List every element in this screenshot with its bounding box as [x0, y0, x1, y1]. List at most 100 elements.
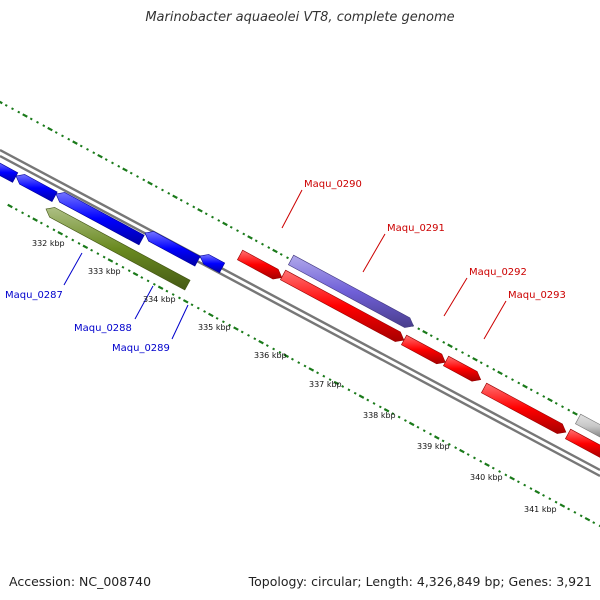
gene-feature-reverse	[0, 162, 19, 183]
scale-label: 332 kbp	[32, 239, 65, 248]
forward-tick-mark	[279, 252, 283, 256]
reverse-tick-mark	[504, 473, 508, 477]
forward-tick-mark	[479, 361, 483, 365]
forward-tick-mark	[29, 117, 33, 121]
reverse-tick-mark	[592, 521, 596, 524]
backbone-line	[0, 154, 600, 478]
reverse-tick-mark	[529, 487, 533, 490]
reverse-tick-mark	[403, 419, 407, 422]
reverse-tick-mark	[523, 483, 527, 487]
reverse-tick-mark	[341, 385, 345, 388]
reverse-tick-mark	[32, 217, 38, 222]
reverse-tick-mark	[559, 503, 566, 508]
leader-line-maqu-0289	[171, 304, 189, 340]
forward-tick-mark	[161, 188, 164, 192]
reverse-tick-mark	[534, 489, 541, 495]
forward-tick-mark	[529, 388, 533, 392]
reverse-tick-mark	[265, 344, 269, 347]
leader-line-maqu-0290	[281, 189, 303, 229]
forward-tick-mark	[172, 194, 178, 199]
gene-label-maqu-0292: Maqu_0292	[469, 267, 527, 278]
forward-tick-mark	[47, 126, 53, 132]
reverse-tick-mark	[347, 388, 351, 392]
gene-feature-purple	[287, 254, 414, 328]
forward-tick-mark	[442, 340, 446, 344]
gene-label-maqu-0289: Maqu_0289	[112, 343, 170, 354]
forward-tick-mark	[567, 408, 571, 412]
reverse-tick-mark	[228, 323, 232, 327]
reverse-tick-mark	[90, 248, 94, 252]
forward-tick-mark	[554, 401, 558, 405]
leader-line-maqu-0287	[63, 252, 83, 286]
reverse-tick-mark	[433, 435, 440, 440]
backbone-line	[0, 148, 600, 472]
reverse-tick-mark	[196, 306, 200, 310]
forward-tick-mark	[461, 351, 464, 354]
forward-tick-mark	[204, 212, 208, 216]
forward-tick-mark	[147, 181, 153, 186]
forward-tick-mark	[486, 364, 489, 368]
forward-tick-mark	[67, 137, 71, 141]
scale-label: 333 kbp	[88, 267, 121, 276]
scale-label: 338 kbp	[363, 411, 396, 420]
forward-tick-mark	[436, 337, 439, 341]
forward-tick-mark	[167, 192, 171, 195]
forward-tick-mark	[254, 239, 258, 243]
gene-label-maqu-0287: Maqu_0287	[5, 290, 63, 301]
reverse-tick-mark	[253, 337, 257, 341]
forward-tick-mark	[122, 167, 128, 172]
forward-tick-mark	[572, 411, 578, 416]
reverse-tick-mark	[291, 357, 294, 361]
leader-line-maqu-0293	[483, 300, 507, 340]
reverse-tick-mark	[516, 480, 520, 484]
reverse-tick-mark	[459, 448, 465, 454]
gene-label-maqu-0293: Maqu_0293	[508, 290, 566, 301]
reverse-tick-mark	[303, 364, 307, 368]
reverse-tick-mark	[240, 330, 244, 334]
forward-tick-mark	[504, 374, 508, 378]
forward-tick-mark	[97, 153, 103, 159]
forward-tick-mark	[417, 327, 421, 331]
reverse-tick-mark	[57, 231, 64, 236]
scale-label: 339 kbp	[417, 442, 450, 451]
forward-tick-mark	[197, 208, 203, 213]
forward-tick-mark	[267, 246, 271, 249]
forward-tick-mark	[17, 110, 21, 114]
forward-tick-mark	[4, 103, 8, 107]
reverse-tick-mark	[146, 279, 150, 283]
forward-tick-mark	[522, 384, 528, 389]
reverse-tick-mark	[258, 339, 264, 345]
forward-tick-mark	[261, 242, 264, 246]
forward-tick-mark	[561, 405, 564, 409]
reverse-tick-mark	[554, 500, 558, 504]
forward-tick-mark	[236, 229, 239, 233]
reverse-tick-mark	[152, 282, 156, 286]
reverse-tick-mark	[127, 269, 131, 273]
forward-tick-mark	[86, 147, 89, 151]
reverse-tick-mark	[308, 367, 315, 372]
gene-feature-maqu-0287	[15, 174, 58, 203]
reverse-tick-mark	[333, 380, 340, 386]
reverse-tick-mark	[272, 347, 276, 351]
forward-tick-mark	[447, 343, 453, 348]
forward-tick-mark	[222, 221, 228, 227]
reverse-tick-mark	[509, 476, 515, 481]
reverse-tick-mark	[171, 293, 175, 296]
gene-feature-maqu-0293	[442, 355, 482, 382]
reverse-tick-mark	[21, 211, 24, 215]
reverse-tick-mark	[107, 258, 114, 263]
forward-tick-mark	[536, 391, 539, 395]
forward-tick-mark	[92, 151, 96, 155]
reverse-tick-mark	[297, 361, 301, 364]
scale-label: 334 kbp	[143, 295, 176, 304]
reverse-tick-mark	[71, 238, 75, 242]
reverse-tick-mark	[366, 398, 370, 402]
forward-tick-mark	[467, 354, 471, 358]
forward-tick-mark	[217, 219, 221, 222]
reverse-tick-mark	[584, 516, 591, 522]
forward-tick-mark	[117, 164, 121, 168]
gene-label-maqu-0288: Maqu_0288	[74, 323, 132, 334]
reverse-tick-mark	[316, 371, 319, 375]
reverse-tick-mark	[96, 252, 100, 256]
